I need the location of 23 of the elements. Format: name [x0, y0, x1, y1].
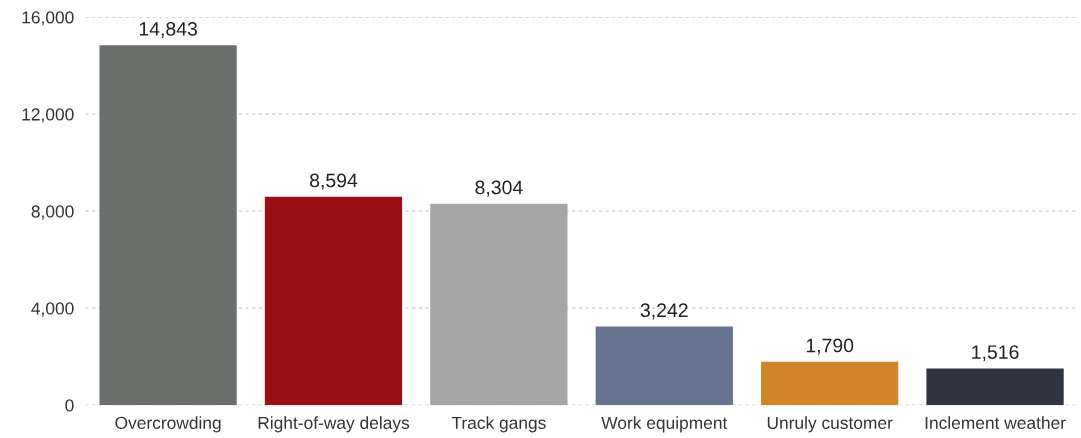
data-label: 3,242 — [640, 303, 688, 320]
x-tick-label: Work equipment — [601, 416, 728, 433]
data-label: 8,594 — [310, 173, 358, 190]
x-tick-label: Inclement weather — [925, 416, 1066, 430]
data-label: 1,516 — [972, 345, 1019, 362]
data-label: 1,790 — [806, 338, 854, 355]
y-tick-label: 12,000 — [22, 108, 74, 123]
bar — [595, 326, 733, 406]
bar — [430, 203, 568, 406]
x-tick-label: Overcrowding — [115, 416, 221, 433]
y-tick-label: 4,000 — [31, 302, 74, 317]
bar — [99, 45, 237, 406]
x-tick-label: Track gangs — [451, 416, 546, 433]
y-tick-label: 0 — [65, 399, 74, 412]
data-label: 8,304 — [475, 180, 523, 197]
data-label: 14,843 — [139, 21, 197, 39]
y-tick-label: 16,000 — [22, 11, 74, 26]
x-tick-label: Right-of-way delays — [258, 416, 410, 433]
y-tick-label: 8,000 — [31, 205, 74, 220]
bar — [761, 361, 899, 406]
bar — [926, 368, 1064, 406]
x-tick-label: Unruly customer — [767, 416, 893, 433]
bar — [264, 196, 403, 406]
